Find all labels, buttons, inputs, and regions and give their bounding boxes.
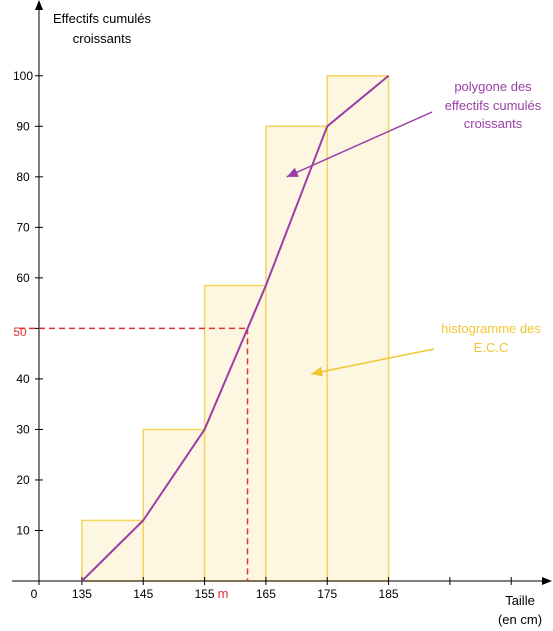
- histogram-bar-5: [326, 75, 390, 582]
- axes-layer: 10 20 30 40 60 70 80 90 100 135 145 155 165 175 185: [12, 0, 552, 601]
- histogram-layer: [81, 75, 390, 582]
- y-tick-label-30: 30: [16, 422, 30, 436]
- annotation-arrowhead-2: [311, 366, 324, 377]
- annotation-arrowhead-1: [286, 167, 299, 177]
- y-tick-label-80: 80: [16, 170, 30, 184]
- median-x-label: m: [218, 586, 229, 601]
- polygon-layer: [81, 75, 390, 582]
- annotation-arrow-line-1: [286, 111, 433, 178]
- x-tick-label-185: 185: [379, 587, 399, 601]
- histogram-annotation-line-2: E.C.C: [474, 340, 509, 355]
- y-tick-label-20: 20: [16, 473, 30, 487]
- y-tick-label-40: 40: [16, 372, 30, 386]
- polygon-series-line: [81, 75, 390, 582]
- x-axis-title-line-1: Taille: [505, 593, 535, 608]
- y-tick-label-100: 100: [13, 69, 33, 83]
- histogram-bar-4: [265, 125, 328, 582]
- histogram-annotation-line-1: histogramme des: [441, 321, 541, 336]
- x-tick-label-155: 155: [195, 587, 215, 601]
- y-axis-arrowhead: [35, 0, 43, 10]
- polygon-annotation-line-3: croissants: [464, 116, 523, 131]
- y-tick-label-60: 60: [16, 271, 30, 285]
- x-origin-label: 0: [31, 587, 38, 601]
- y-tick-label-10: 10: [16, 523, 30, 537]
- histogram-bar-3: [203, 284, 267, 582]
- x-tick-label-135: 135: [72, 587, 92, 601]
- y-axis-title-line-1: Effectifs cumulés: [53, 11, 152, 26]
- annotation-layer: [286, 111, 435, 377]
- x-axis-arrowhead: [542, 577, 552, 585]
- y-tick-label-90: 90: [16, 119, 30, 133]
- median-layer: [19, 327, 249, 581]
- y-axis-title-line-2: croissants: [73, 31, 132, 46]
- y-tick-label-70: 70: [16, 220, 30, 234]
- polygon-annotation-line-2: effectifs cumulés: [445, 98, 542, 113]
- x-tick-label-145: 145: [133, 587, 153, 601]
- x-tick-label-165: 165: [256, 587, 276, 601]
- polygon-annotation-line-1: polygone des: [454, 79, 532, 94]
- annotation-arrow-line-2: [311, 348, 435, 375]
- median-y-label: 50: [13, 325, 27, 339]
- x-axis-title-line-2: (en cm): [498, 612, 542, 627]
- x-tick-label-175: 175: [317, 587, 337, 601]
